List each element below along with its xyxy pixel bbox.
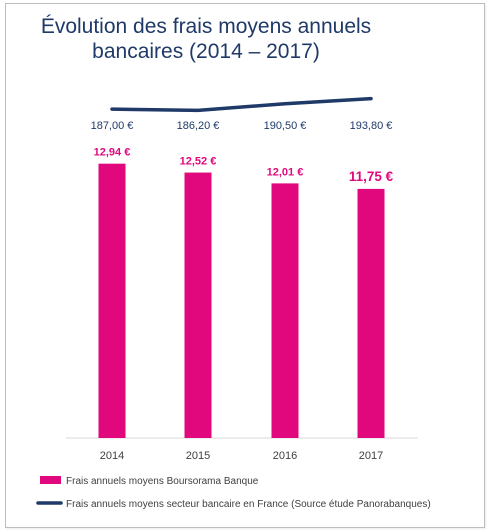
x-tick-label-2015: 2015: [186, 450, 210, 462]
x-tick-label-2017: 2017: [359, 450, 383, 462]
line-value-label-2016: 190,50 €: [264, 120, 307, 132]
line-value-label-2015: 186,20 €: [177, 120, 220, 132]
bar-value-label-2015: 12,52 €: [180, 156, 217, 168]
bar-2015: [184, 172, 212, 439]
x-tick-label-2014: 2014: [100, 450, 124, 462]
bar-2014: [98, 163, 126, 438]
chart-title-line-2: bancaires (2014 – 2017): [92, 40, 320, 63]
bar-value-label-2014: 12,94 €: [94, 147, 131, 159]
line-value-label-2014: 187,00 €: [91, 120, 134, 132]
chart-title-line-1: Évolution des frais moyens annuels: [40, 15, 372, 38]
bar-2017: [357, 188, 385, 438]
bar-value-label-2016: 12,01 €: [267, 166, 304, 178]
x-tick-label-2016: 2016: [273, 450, 297, 462]
chart-frame: Évolution des frais moyens annuels banca…: [5, 3, 485, 528]
bar-2016: [271, 183, 299, 438]
chart-title: Évolution des frais moyens annuels banca…: [6, 14, 406, 64]
legend-label-boursorama: Frais annuels moyens Boursorama Banque: [66, 476, 259, 487]
line-series-panorabanques: [110, 96, 373, 113]
line-value-label-2017: 193,80 €: [350, 120, 393, 132]
legend-swatch-boursorama: [40, 476, 61, 484]
legend-label-panorabanques: Frais annuels moyens secteur bancaire en…: [66, 499, 431, 510]
bar-value-label-2017: 11,75 €: [349, 169, 394, 184]
